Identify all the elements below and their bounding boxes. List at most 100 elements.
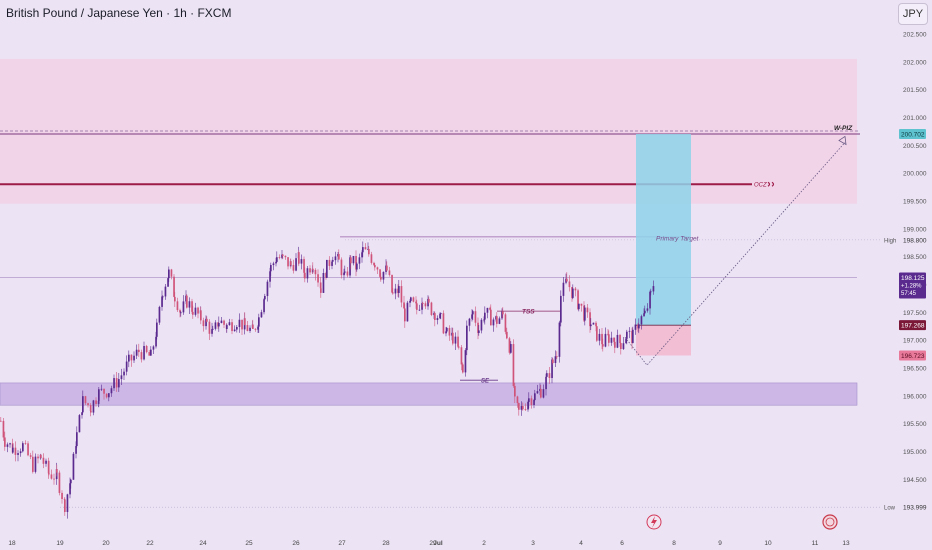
candle-body [349,257,351,276]
candle-body [356,263,358,270]
price-axis-tick: 197.000 [903,338,927,345]
candle-body [90,410,92,413]
candle-body [130,354,133,361]
candle-body [643,313,645,317]
candle-body [380,276,382,280]
candle-body [338,254,340,260]
candle-body [439,313,441,319]
candle-body [170,269,173,277]
candle-body [244,318,246,326]
currency-button[interactable]: JPY [898,3,928,25]
price-axis-tick: 198.500 [903,254,927,261]
candle-body [391,274,393,293]
candle-body [238,319,241,328]
candle-body [540,388,542,398]
candle-body [421,303,423,310]
candle-body [78,415,81,433]
candle-body [150,349,152,356]
candle-body [454,336,457,344]
candle-body [626,331,628,339]
price-axis-tick: 200.500 [903,143,927,150]
candle-body [409,300,411,303]
candle-body [118,379,120,388]
candle-body [558,322,561,357]
candle-body [95,400,97,404]
candle-body [50,474,53,479]
projection-arrowhead [838,135,847,146]
candle-body [37,456,39,459]
candle-body [108,393,110,398]
price-axis[interactable]: 194.500 195.000 195.500 196.000 196.500 197.0… [903,31,927,483]
candle-body [89,405,92,411]
candle-body [168,269,170,279]
candle-body [48,473,50,475]
candle-body [115,378,118,388]
candle-body [22,443,24,452]
candle-body [87,403,89,406]
time-axis-tick: 19 [56,540,64,547]
flag-event-icon[interactable] [822,514,838,530]
candle-body [300,259,303,264]
candle-body [440,313,442,315]
candle-body [386,265,388,271]
candle-body [40,454,42,458]
current-price-value: 198.125 [901,275,925,282]
candle-body [304,272,306,279]
price-axis-tick: 199.000 [903,226,927,233]
candle-body [249,327,251,331]
time-axis-tick: 13 [842,540,850,547]
candle-body [361,252,363,258]
candle-body [436,318,439,320]
price-axis-tick: 196.500 [903,365,927,372]
candle-body [510,344,512,353]
candle-body [212,328,214,330]
candle-body [374,265,376,268]
candle-body [480,319,483,331]
time-axis-tick: 20 [102,540,110,547]
candle-body [100,388,103,390]
candle-body [533,400,535,405]
candle-body [434,313,436,320]
low-label: Low [884,506,896,512]
candle-body [518,403,520,410]
stop-tag [899,350,926,361]
candle-body [4,437,6,447]
candle-body [269,271,271,282]
candle-body [266,281,269,297]
candle-body [584,307,586,321]
candle-body [474,311,477,323]
candle-body [572,288,574,298]
candle-body [66,494,69,512]
candle-body [138,349,140,353]
candle-body [191,301,193,312]
candle-body [64,499,66,512]
flag-inner-icon [825,517,835,527]
candle-body [556,356,558,358]
candle-body [608,334,610,343]
candle-body [140,352,143,360]
candle-body [551,359,553,379]
se-label: SE [481,379,490,385]
candle-body [81,412,83,416]
candle-body [284,255,287,258]
candle-body [552,359,554,363]
candle-body [295,258,297,271]
candle-body [320,288,322,293]
projection-path [624,142,846,366]
candle-body [179,310,181,313]
symbol-title[interactable]: British Pound / Japanese Yen · 1h · FXCM [6,6,232,20]
candle-body [492,319,495,326]
candle-body [442,313,445,334]
candle-body [392,292,394,294]
candle-body [29,455,32,457]
candle-body [69,483,71,495]
candle-body [206,318,208,322]
candle-body [566,278,568,282]
tss-label: TSS [522,309,535,316]
candle-body [128,354,130,362]
candle-body [404,308,406,322]
candle-body [143,345,145,360]
